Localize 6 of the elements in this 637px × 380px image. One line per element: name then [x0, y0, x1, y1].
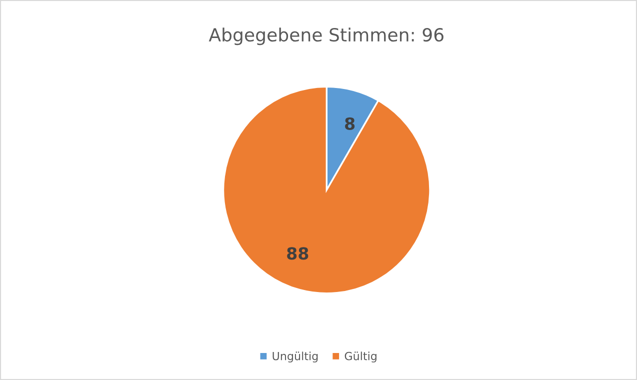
data-label: 8 — [345, 117, 355, 130]
chart-title: Abgegebene Stimmen: 96 — [208, 28, 444, 46]
legend-label: Ungültig — [272, 352, 318, 362]
data-label: 88 — [287, 247, 308, 260]
legend-label: Gültig — [344, 352, 376, 362]
pie-slice — [222, 86, 431, 294]
